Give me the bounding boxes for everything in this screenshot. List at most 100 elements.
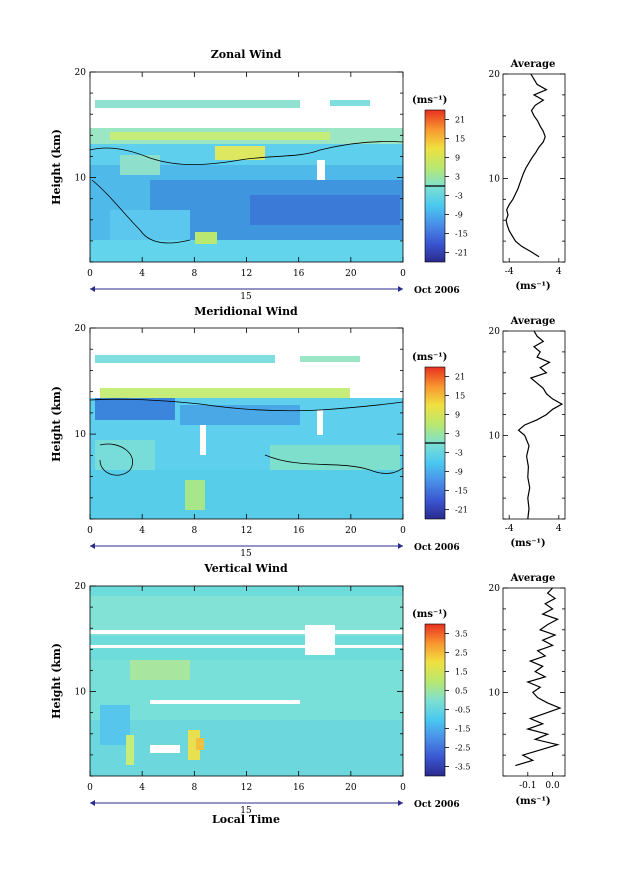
colorbar-tick-label: -2.5 [455, 744, 470, 753]
y-axis-label: Height (km) [50, 643, 63, 719]
colorbar-tick-label: 21 [455, 116, 465, 125]
x-tick-label: 0 [400, 526, 406, 536]
x-tick-label: 4 [139, 783, 145, 793]
colorbar: (ms⁻¹) 3.5 2.5 1.5 0.5 -0.5 -1.5 -2.5 -3.5 [412, 609, 470, 777]
date-label: Oct 2006 [414, 800, 460, 810]
x-tick-label: 12 [241, 783, 252, 793]
heatmap-cells [90, 72, 403, 262]
axes: 0 4 8 12 16 20 0 20 10 [75, 68, 407, 279]
x-tick-label: 20 [345, 526, 357, 536]
profile-title: Average [510, 316, 556, 327]
colorbar-tick-label: 21 [455, 373, 465, 382]
colorbar-tick-label: -3 [455, 449, 463, 458]
zero-contour [89, 141, 404, 166]
y-tick-label: 10 [75, 688, 87, 698]
y-axis-label: Height (km) [50, 129, 63, 205]
x-tick-label: 0 [87, 269, 93, 279]
panel-zonal-wind: Zonal Wind 0 4 8 12 16 20 0 20 10 Height (km) [50, 48, 566, 302]
x-tick-label: 0 [400, 269, 406, 279]
zero-contour [264, 454, 404, 474]
date-bar: 15 Oct 2006 [90, 286, 460, 302]
y-tick-label: 20 [489, 70, 501, 80]
x-tick-label: 8 [191, 783, 197, 793]
colorbar-tick-label: 15 [455, 135, 465, 144]
x-tick-label: 0 [87, 783, 93, 793]
colorbar-tick-label: 15 [455, 392, 465, 401]
colorbar-tick-label: -3 [455, 192, 463, 201]
colorbar-tick-label: 0.5 [455, 687, 468, 696]
panel-title: Zonal Wind [211, 48, 282, 61]
colorbar-tick-label: 3 [455, 173, 460, 182]
colorbar-tick-label: -21 [455, 506, 468, 515]
y-tick-label: 20 [75, 68, 87, 78]
x-tick-label: 20 [345, 783, 357, 793]
colorbar-tick-label: -3.5 [455, 763, 470, 772]
x-tick-label: 20 [345, 269, 357, 279]
colorbar-tick-label: -15 [455, 487, 468, 496]
colorbar: (ms⁻¹) 21 15 9 3 -3 -9 -15 -21 [412, 352, 468, 520]
profile-title: Average [510, 59, 556, 70]
colorbar-tick-label: 9 [455, 154, 460, 163]
x-tick-label: -0.1 [519, 781, 536, 791]
profile-xlabel: (ms⁻¹) [510, 538, 545, 549]
profile-line [517, 330, 564, 520]
colorbar-tick-label: -0.5 [455, 706, 470, 715]
colorbar-tick-label: 2.5 [455, 649, 468, 658]
colorbar-tick-label: -15 [455, 230, 468, 239]
colorbar-tick-label: -9 [455, 211, 463, 220]
heatmap-cells [90, 586, 403, 776]
y-tick-label: 20 [75, 324, 87, 334]
colorbar-unit: (ms⁻¹) [412, 352, 447, 363]
colorbar: (ms⁻¹) 21 15 9 3 -3 -9 -15 -21 [412, 95, 468, 263]
y-tick-label: 10 [489, 174, 501, 184]
x-tick-label: 4 [139, 526, 145, 536]
x-tick-label: 12 [241, 269, 252, 279]
date-mark: 15 [240, 549, 252, 559]
profile-panel: Average 20 10 -0.1 0.0 (ms⁻¹) [489, 573, 566, 807]
y-tick-label: 20 [489, 584, 501, 594]
profile-title: Average [510, 573, 556, 584]
profile-line [515, 587, 562, 767]
zero-contour [89, 398, 404, 412]
x-tick-label: 0 [87, 526, 93, 536]
x-tick-label: 16 [293, 526, 305, 536]
axes: 0 4 8 12 16 20 0 20 10 [75, 324, 407, 536]
y-axis-label: Height (km) [50, 386, 63, 462]
y-tick-label: 10 [75, 430, 87, 440]
colorbar-tick-label: 3.5 [455, 630, 468, 639]
x-tick-label: 16 [293, 269, 305, 279]
date-label: Oct 2006 [414, 543, 460, 553]
panel-vertical-wind: Vertical Wind 0 4 8 12 16 20 0 20 10 Height (km)… [50, 562, 566, 826]
profile-xlabel: (ms⁻¹) [515, 796, 550, 807]
x-axis-label: Local Time [212, 813, 280, 826]
x-tick-label: 12 [241, 526, 252, 536]
y-tick-label: 20 [75, 582, 87, 592]
x-tick-label: 16 [293, 783, 305, 793]
x-tick-label: 8 [191, 269, 197, 279]
x-tick-label: 0.0 [545, 781, 560, 791]
colorbar-unit: (ms⁻¹) [412, 609, 447, 620]
axes: 0 4 8 12 16 20 0 20 10 [75, 582, 407, 793]
profile-panel: Average 20 10 -4 4 (ms⁻¹) [489, 316, 566, 549]
profile-xlabel: (ms⁻¹) [515, 281, 550, 292]
profile-line [505, 73, 548, 258]
date-mark: 15 [240, 292, 252, 302]
date-bar: 15 Oct 2006 [90, 800, 460, 816]
colorbar-tick-label: -1.5 [455, 725, 470, 734]
date-bar: 15 Oct 2006 [90, 543, 460, 559]
date-mark: 15 [240, 806, 252, 816]
y-tick-label: 10 [489, 688, 501, 698]
x-tick-label: -4 [505, 524, 514, 534]
heatmap-cells [90, 328, 403, 519]
x-tick-label: 4 [139, 269, 145, 279]
zero-contour [91, 179, 191, 244]
colorbar-tick-label: 9 [455, 411, 460, 420]
x-tick-label: 4 [556, 267, 562, 277]
colorbar-tick-label: 3 [455, 430, 460, 439]
panel-title: Vertical Wind [203, 562, 288, 575]
y-tick-label: 20 [489, 327, 501, 337]
zero-contour [99, 443, 133, 476]
colorbar-unit: (ms⁻¹) [412, 95, 447, 106]
profile-panel: Average 20 10 -4 4 (ms⁻¹) [489, 59, 566, 292]
